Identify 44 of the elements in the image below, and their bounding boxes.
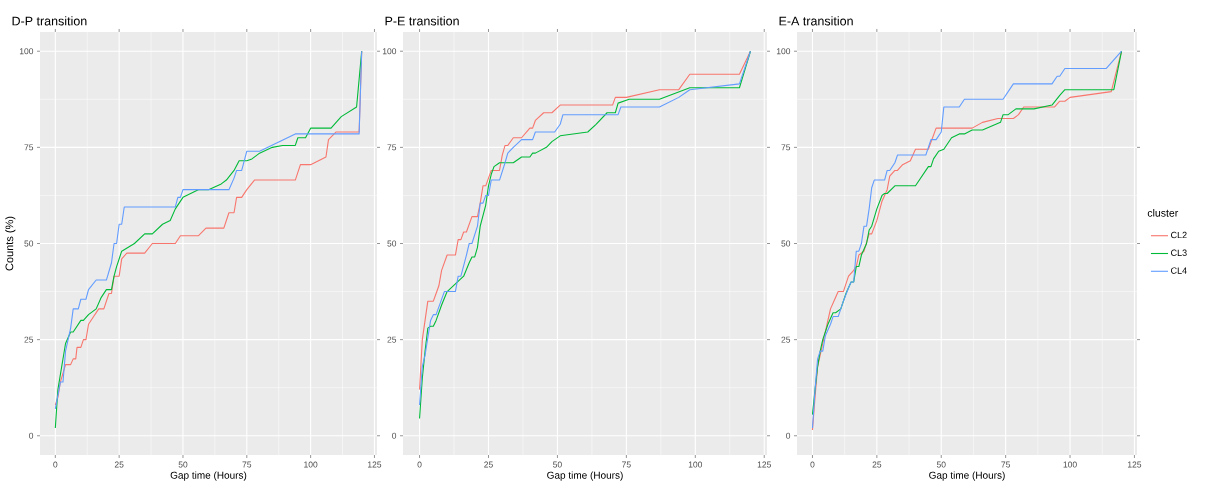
x-tick-label: 125	[757, 461, 771, 468]
y-axis-title: Counts (%)	[5, 216, 16, 271]
y-tick-label: 0	[392, 432, 397, 439]
x-tick-label: 0	[810, 461, 815, 468]
chart-title: D-P transition	[12, 16, 87, 26]
x-tick-label: 125	[1127, 461, 1142, 468]
y-tick-label: 100	[382, 48, 397, 55]
x-axis-title: Gap time (Hours)	[170, 471, 247, 481]
x-tick-label: 100	[688, 461, 703, 468]
y-tick-label: 75	[387, 144, 397, 151]
x-tick-label: 125	[368, 461, 382, 468]
y-tick-label: 50	[387, 240, 397, 247]
legend-label: CL2	[1171, 231, 1187, 239]
x-tick-label: 0	[53, 461, 58, 468]
chart-title: E-A transition	[779, 16, 853, 26]
y-tick-label: 25	[24, 336, 34, 343]
y-tick-label: 25	[781, 336, 791, 343]
x-tick-label: 50	[553, 461, 562, 468]
y-tick-label: 0	[786, 432, 791, 439]
x-tick-label: 25	[484, 461, 493, 468]
y-tick-label: 100	[19, 48, 34, 55]
y-tick-label: 50	[24, 240, 34, 247]
y-tick-label: 100	[776, 48, 791, 55]
legend-label: CL3	[1171, 249, 1187, 256]
chart-title: P-E transition	[385, 16, 459, 26]
x-tick-label: 50	[178, 461, 188, 468]
y-tick-label: 25	[387, 336, 397, 343]
legend-title: cluster	[1147, 209, 1179, 217]
x-tick-label: 25	[114, 461, 124, 468]
x-tick-label: 75	[622, 461, 631, 468]
x-axis-title: Gap time (Hours)	[929, 471, 1005, 481]
x-tick-label: 75	[242, 461, 252, 468]
x-axis-title: Gap time (Hours)	[547, 471, 623, 481]
x-tick-label: 100	[304, 461, 318, 468]
x-tick-label: 25	[872, 461, 882, 468]
y-tick-label: 75	[781, 144, 791, 151]
y-tick-label: 75	[24, 144, 34, 151]
x-tick-label: 75	[1001, 461, 1011, 468]
x-tick-label: 50	[936, 461, 946, 468]
x-tick-label: 0	[417, 461, 422, 468]
x-tick-label: 100	[1063, 461, 1077, 468]
y-tick-label: 0	[29, 432, 34, 439]
y-tick-label: 50	[781, 240, 791, 247]
legend-label: CL4	[1171, 267, 1187, 274]
